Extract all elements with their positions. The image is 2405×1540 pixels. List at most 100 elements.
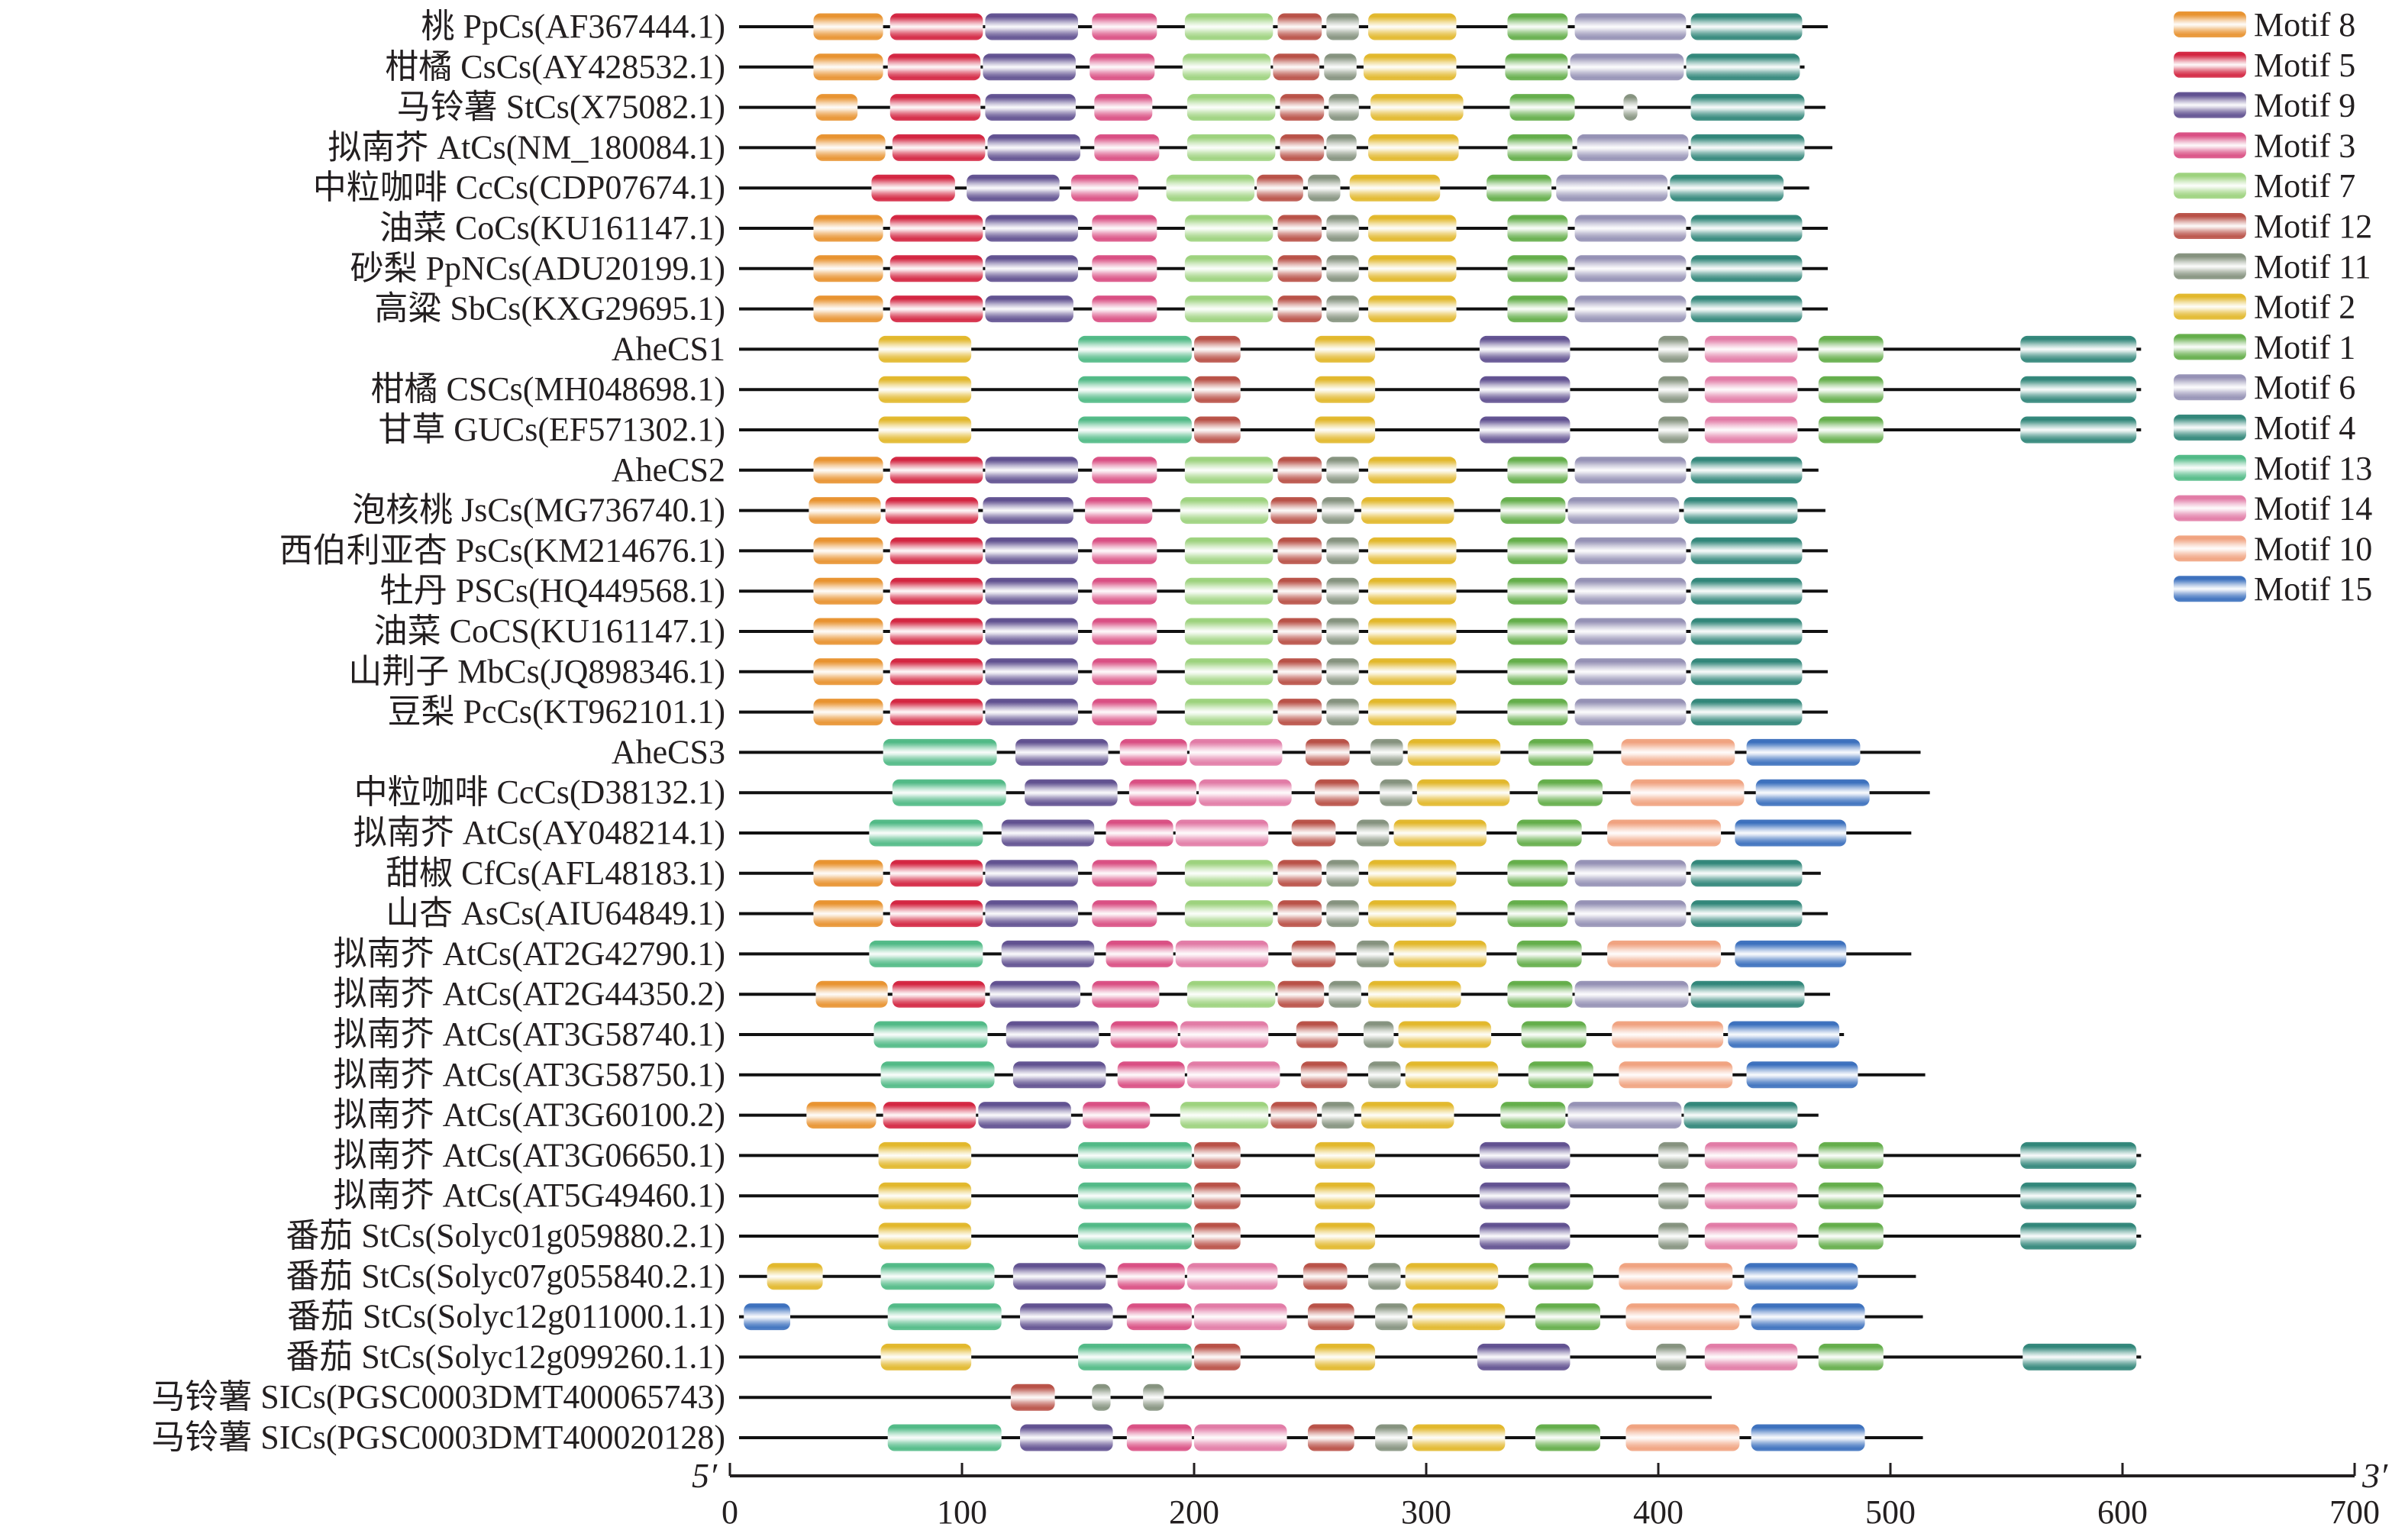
- motif-box-m6: [1574, 577, 1687, 605]
- motif-box-m12: [1194, 416, 1241, 444]
- motif-box-m6: [1574, 900, 1687, 928]
- motif-box-m2: [1315, 1343, 1376, 1371]
- legend-swatch: [2174, 173, 2246, 199]
- motif-box-m2: [1361, 1102, 1454, 1129]
- motif-box-m9: [985, 900, 1078, 928]
- motif-box-m2: [1368, 13, 1457, 40]
- motif-box-m12: [1277, 457, 1322, 484]
- motif-box-m4: [2020, 1182, 2137, 1209]
- legend-swatch: [2174, 495, 2246, 521]
- motif-box-m13: [880, 1263, 995, 1290]
- motif-box-m2: [1368, 658, 1457, 686]
- motif-box-m4: [2020, 1222, 2137, 1250]
- motif-box-m7: [1184, 215, 1274, 242]
- motif-box-m1: [1507, 537, 1568, 564]
- sequence-label: AheCS1: [612, 330, 725, 367]
- motif-box-m11: [1326, 860, 1359, 887]
- motif-box-m2: [878, 376, 972, 403]
- motif-box-m7: [1180, 497, 1269, 525]
- motif-box-m3: [1117, 1263, 1185, 1290]
- motif-box-m14: [1704, 335, 1798, 363]
- motif-box-m6: [1567, 1102, 1682, 1129]
- legend-item: Motif 5: [2174, 47, 2355, 84]
- legend-swatch: [2174, 132, 2246, 159]
- sequence-row: 油菜 CoCS(KU161147.1): [374, 612, 1828, 650]
- motif-box-m14: [1704, 376, 1798, 403]
- motif-box-m4: [2020, 1141, 2137, 1169]
- legend-label: Motif 4: [2254, 409, 2355, 447]
- motif-box-m13: [869, 940, 983, 967]
- sequence-label: 油菜 CoCS(KU161147.1): [374, 612, 725, 650]
- legend-swatch: [2174, 576, 2246, 602]
- sequence-label: 拟南芥 AtCs(AT2G42790.1): [334, 935, 725, 972]
- motif-box-m5: [889, 457, 983, 484]
- legend-swatch: [2174, 51, 2246, 78]
- motif-box-m8: [813, 577, 883, 605]
- sequence-label: 甜椒 CfCs(AFL48183.1): [386, 854, 725, 892]
- legend-label: Motif 12: [2254, 208, 2372, 245]
- axis-tick-label: 500: [1865, 1493, 1916, 1531]
- motif-box-m13: [1078, 1343, 1192, 1371]
- motif-box-m7: [1184, 658, 1274, 686]
- motif-box-m14: [1704, 1141, 1798, 1169]
- motif-box-m4: [1690, 457, 1803, 484]
- motif-box-m11: [1363, 1021, 1394, 1048]
- motif-box-m9: [1015, 738, 1109, 766]
- motif-box-m9: [1006, 1021, 1099, 1048]
- legend-label: Motif 5: [2254, 47, 2355, 84]
- motif-box-m7: [1186, 134, 1276, 161]
- sequence-label: AheCS3: [612, 733, 725, 770]
- motif-box-m13: [1078, 1182, 1192, 1209]
- motif-box-m3: [1092, 537, 1157, 564]
- motif-box-m12: [1305, 738, 1350, 766]
- motif-box-m9: [1479, 416, 1571, 444]
- axis-tick-label: 300: [1401, 1493, 1451, 1531]
- sequence-row: 甘草 GUCs(EF571302.1): [378, 411, 2142, 448]
- motif-box-m12: [1300, 1061, 1348, 1089]
- motif-box-m3: [1117, 1061, 1185, 1089]
- motif-box-m4: [1690, 215, 1803, 242]
- motif-box-m9: [985, 577, 1078, 605]
- motif-box-m12: [1291, 819, 1336, 847]
- motif-box-m2: [1407, 738, 1501, 766]
- motif-box-m11: [1658, 416, 1689, 444]
- motif-box-m11: [1380, 779, 1412, 806]
- motif-box-m2: [1412, 1424, 1506, 1451]
- motif-box-m2: [1393, 819, 1487, 847]
- motif-box-m3: [1106, 940, 1173, 967]
- sequence-row: 泡核桃 JsCs(MG736740.1): [352, 492, 1826, 529]
- sequence-label: 高粱 SbCs(KXG29695.1): [374, 290, 725, 328]
- sequence-row: 拟南芥 AtCs(AT3G06650.1): [334, 1136, 2142, 1174]
- motif-box-m9: [1001, 819, 1095, 847]
- motif-box-m12: [1277, 295, 1322, 323]
- motif-box-m3: [1126, 1303, 1192, 1331]
- motif-box-m11: [1375, 1303, 1408, 1331]
- motif-box-m8: [813, 53, 883, 81]
- motif-box-m15: [1735, 819, 1847, 847]
- sequence-row: 中粒咖啡 CcCs(CDP07674.1): [313, 169, 1809, 206]
- motif-box-m4: [1690, 860, 1803, 887]
- motif-box-m7: [1184, 618, 1274, 645]
- motif-box-m7: [1186, 980, 1276, 1008]
- motif-box-m10: [1607, 940, 1722, 967]
- motif-box-m8: [815, 94, 858, 121]
- motif-box-m5: [889, 618, 983, 645]
- motif-box-m2: [1368, 215, 1457, 242]
- motif-box-m12: [1277, 13, 1322, 40]
- motif-box-m12: [1270, 1102, 1318, 1129]
- motif-box-m14: [1175, 819, 1269, 847]
- sequence-row: AheCS1: [612, 330, 2142, 367]
- motif-box-m9: [1020, 1424, 1113, 1451]
- motif-box-m5: [889, 860, 983, 887]
- motif-box-m12: [1270, 497, 1318, 525]
- sequence-label: 拟南芥 AtCs(AT3G06650.1): [334, 1136, 725, 1174]
- motif-box-m3: [1106, 819, 1173, 847]
- legend-item: Motif 7: [2174, 167, 2355, 205]
- motif-box-m3: [1094, 94, 1153, 121]
- motif-box-m3: [1092, 699, 1157, 726]
- motif-box-m12: [1277, 980, 1325, 1008]
- motif-box-m11: [1092, 1383, 1111, 1411]
- motif-box-m3: [1092, 577, 1157, 605]
- motif-box-m2: [1368, 255, 1457, 282]
